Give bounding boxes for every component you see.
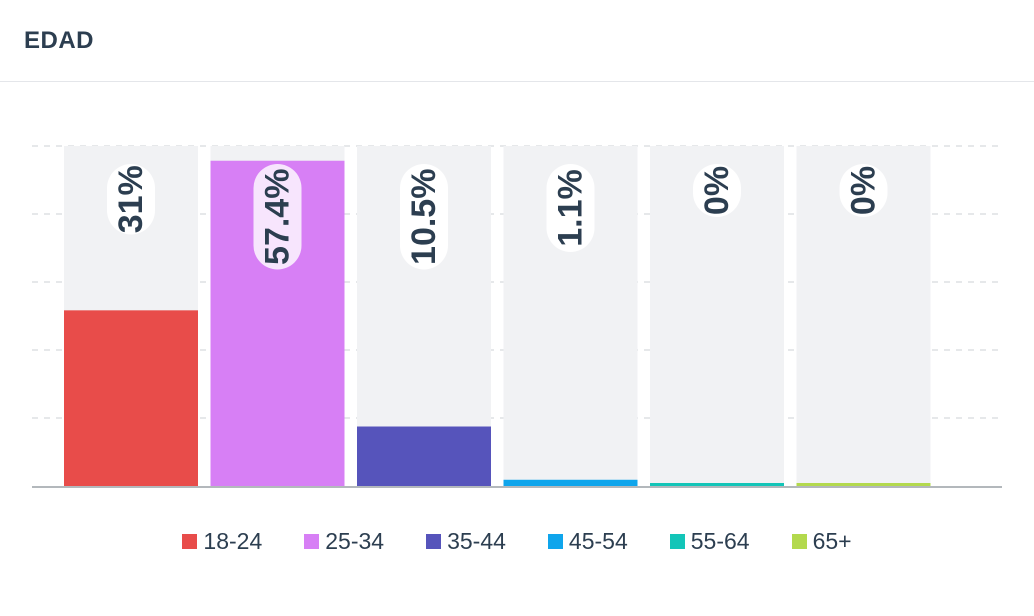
bar-55-64 bbox=[650, 483, 784, 486]
value-label: 31% bbox=[112, 165, 150, 233]
legend-swatch bbox=[182, 534, 198, 549]
value-label: 1.1% bbox=[552, 169, 590, 247]
value-label: 57.4% bbox=[259, 169, 297, 265]
legend-label: 55-64 bbox=[690, 528, 750, 554]
legend-item[interactable]: 65+ bbox=[791, 528, 852, 555]
legend-item[interactable]: 35-44 bbox=[426, 528, 506, 555]
legend-item[interactable]: 45-54 bbox=[547, 528, 628, 555]
value-label-pill bbox=[693, 164, 741, 217]
bar-65+ bbox=[796, 483, 931, 486]
legend-swatch bbox=[669, 534, 685, 549]
legend-swatch bbox=[547, 534, 563, 549]
legend-item[interactable]: 25-34 bbox=[304, 528, 384, 555]
age-bar-chart: 31% 57.4% 10.5% 1.1% 0% 0% bbox=[32, 145, 1002, 488]
value-label-pill bbox=[253, 164, 302, 270]
legend-label: 45-54 bbox=[568, 528, 628, 554]
legend-label: 65+ bbox=[812, 528, 852, 554]
legend-item[interactable]: 55-64 bbox=[669, 528, 750, 555]
legend-swatch bbox=[426, 534, 442, 549]
legend-label: 25-34 bbox=[325, 528, 385, 554]
bar-35-44 bbox=[357, 426, 491, 486]
legend-swatch bbox=[791, 534, 807, 549]
bar-45-54 bbox=[503, 479, 638, 486]
chart-legend: 18-24 25-34 35-44 45-54 55-64 65+ bbox=[0, 528, 1034, 555]
legend-item[interactable]: 18-24 bbox=[182, 528, 262, 555]
value-label-pill bbox=[546, 164, 595, 252]
legend-label: 18-24 bbox=[203, 528, 263, 554]
bar-18-24 bbox=[64, 310, 198, 486]
legend-label: 35-44 bbox=[447, 528, 506, 554]
value-label-pill bbox=[107, 164, 155, 235]
value-label: 10.5% bbox=[405, 169, 443, 265]
legend-swatch bbox=[304, 534, 320, 549]
card-title: EDAD bbox=[24, 26, 95, 54]
card-header: EDAD bbox=[0, 0, 1034, 82]
value-label-pill bbox=[400, 164, 448, 270]
value-label-pill bbox=[839, 164, 888, 217]
value-label: 0% bbox=[698, 166, 736, 215]
value-label: 0% bbox=[845, 166, 883, 215]
